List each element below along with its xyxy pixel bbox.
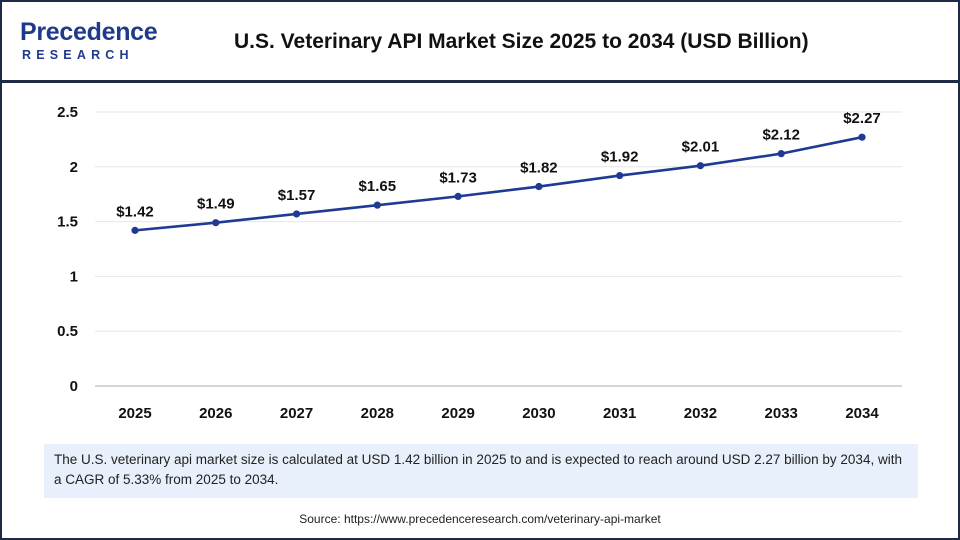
y-tick-label: 1 xyxy=(70,268,78,285)
data-points xyxy=(131,133,866,234)
line-chart: 0 0.5 1 1.5 2 2.5 2025 2026 2027 2028 2029 2030 203… xyxy=(57,104,902,422)
data-label: $1.42 xyxy=(116,203,154,220)
data-point xyxy=(858,133,866,141)
x-tick-label: 2026 xyxy=(199,405,232,422)
series-line-path xyxy=(134,135,863,232)
x-tick-label: 2032 xyxy=(684,405,717,422)
x-tick-label: 2033 xyxy=(765,405,798,422)
x-tick-label: 2030 xyxy=(522,405,555,422)
data-point xyxy=(777,150,785,158)
x-tick-label: 2025 xyxy=(118,405,151,422)
x-tick-label: 2028 xyxy=(361,405,394,422)
x-tick-label: 2031 xyxy=(603,405,636,422)
logo-wordmark: Precedence xyxy=(20,18,158,46)
data-label: $1.65 xyxy=(359,178,397,195)
data-point xyxy=(535,182,543,191)
data-label: $2.12 xyxy=(762,127,800,144)
data-point xyxy=(373,201,381,209)
y-tick-label: 1.5 xyxy=(57,214,78,231)
data-point xyxy=(292,210,301,218)
data-point xyxy=(131,226,139,234)
x-tick-label: 2027 xyxy=(280,405,313,422)
data-point xyxy=(696,162,705,170)
series-line xyxy=(134,135,863,232)
header-divider xyxy=(0,80,960,83)
data-label: $2.01 xyxy=(682,139,720,156)
data-label: $1.57 xyxy=(278,187,316,204)
data-point xyxy=(454,192,462,200)
y-tick-label: 0 xyxy=(70,378,78,395)
chart-title: U.S. Veterinary API Market Size 2025 to … xyxy=(234,30,809,53)
y-tick-label: 2.5 xyxy=(57,104,78,121)
data-point xyxy=(212,219,220,227)
brand-logo: Precedence RESEARCH xyxy=(20,18,160,66)
y-tick-label: 2 xyxy=(70,159,78,176)
data-labels: $1.42 $1.49 $1.57 $1.65 $1.73 $1.82 $1.92 $2.01… xyxy=(116,110,881,220)
header: Precedence RESEARCH U.S. Veterinary API … xyxy=(2,2,958,80)
x-tick-label: 2034 xyxy=(845,405,879,422)
data-label: $1.92 xyxy=(601,149,639,166)
summary-note: The U.S. veterinary api market size is c… xyxy=(44,444,918,498)
y-axis: 0 0.5 1 1.5 2 2.5 xyxy=(57,104,78,395)
source-citation: Source: https://www.precedenceresearch.c… xyxy=(299,512,661,526)
gridlines xyxy=(95,111,902,332)
data-label: $1.49 xyxy=(197,196,235,213)
logo-subtitle: RESEARCH xyxy=(22,48,134,62)
data-point xyxy=(616,171,624,180)
data-label: $1.73 xyxy=(439,169,477,186)
x-tick-label: 2029 xyxy=(441,405,474,422)
data-label: $2.27 xyxy=(843,110,881,127)
data-label: $1.82 xyxy=(520,160,558,177)
y-tick-label: 0.5 xyxy=(57,323,78,340)
x-axis: 2025 2026 2027 2028 2029 2030 2031 2032 2033 2034 xyxy=(95,385,902,422)
